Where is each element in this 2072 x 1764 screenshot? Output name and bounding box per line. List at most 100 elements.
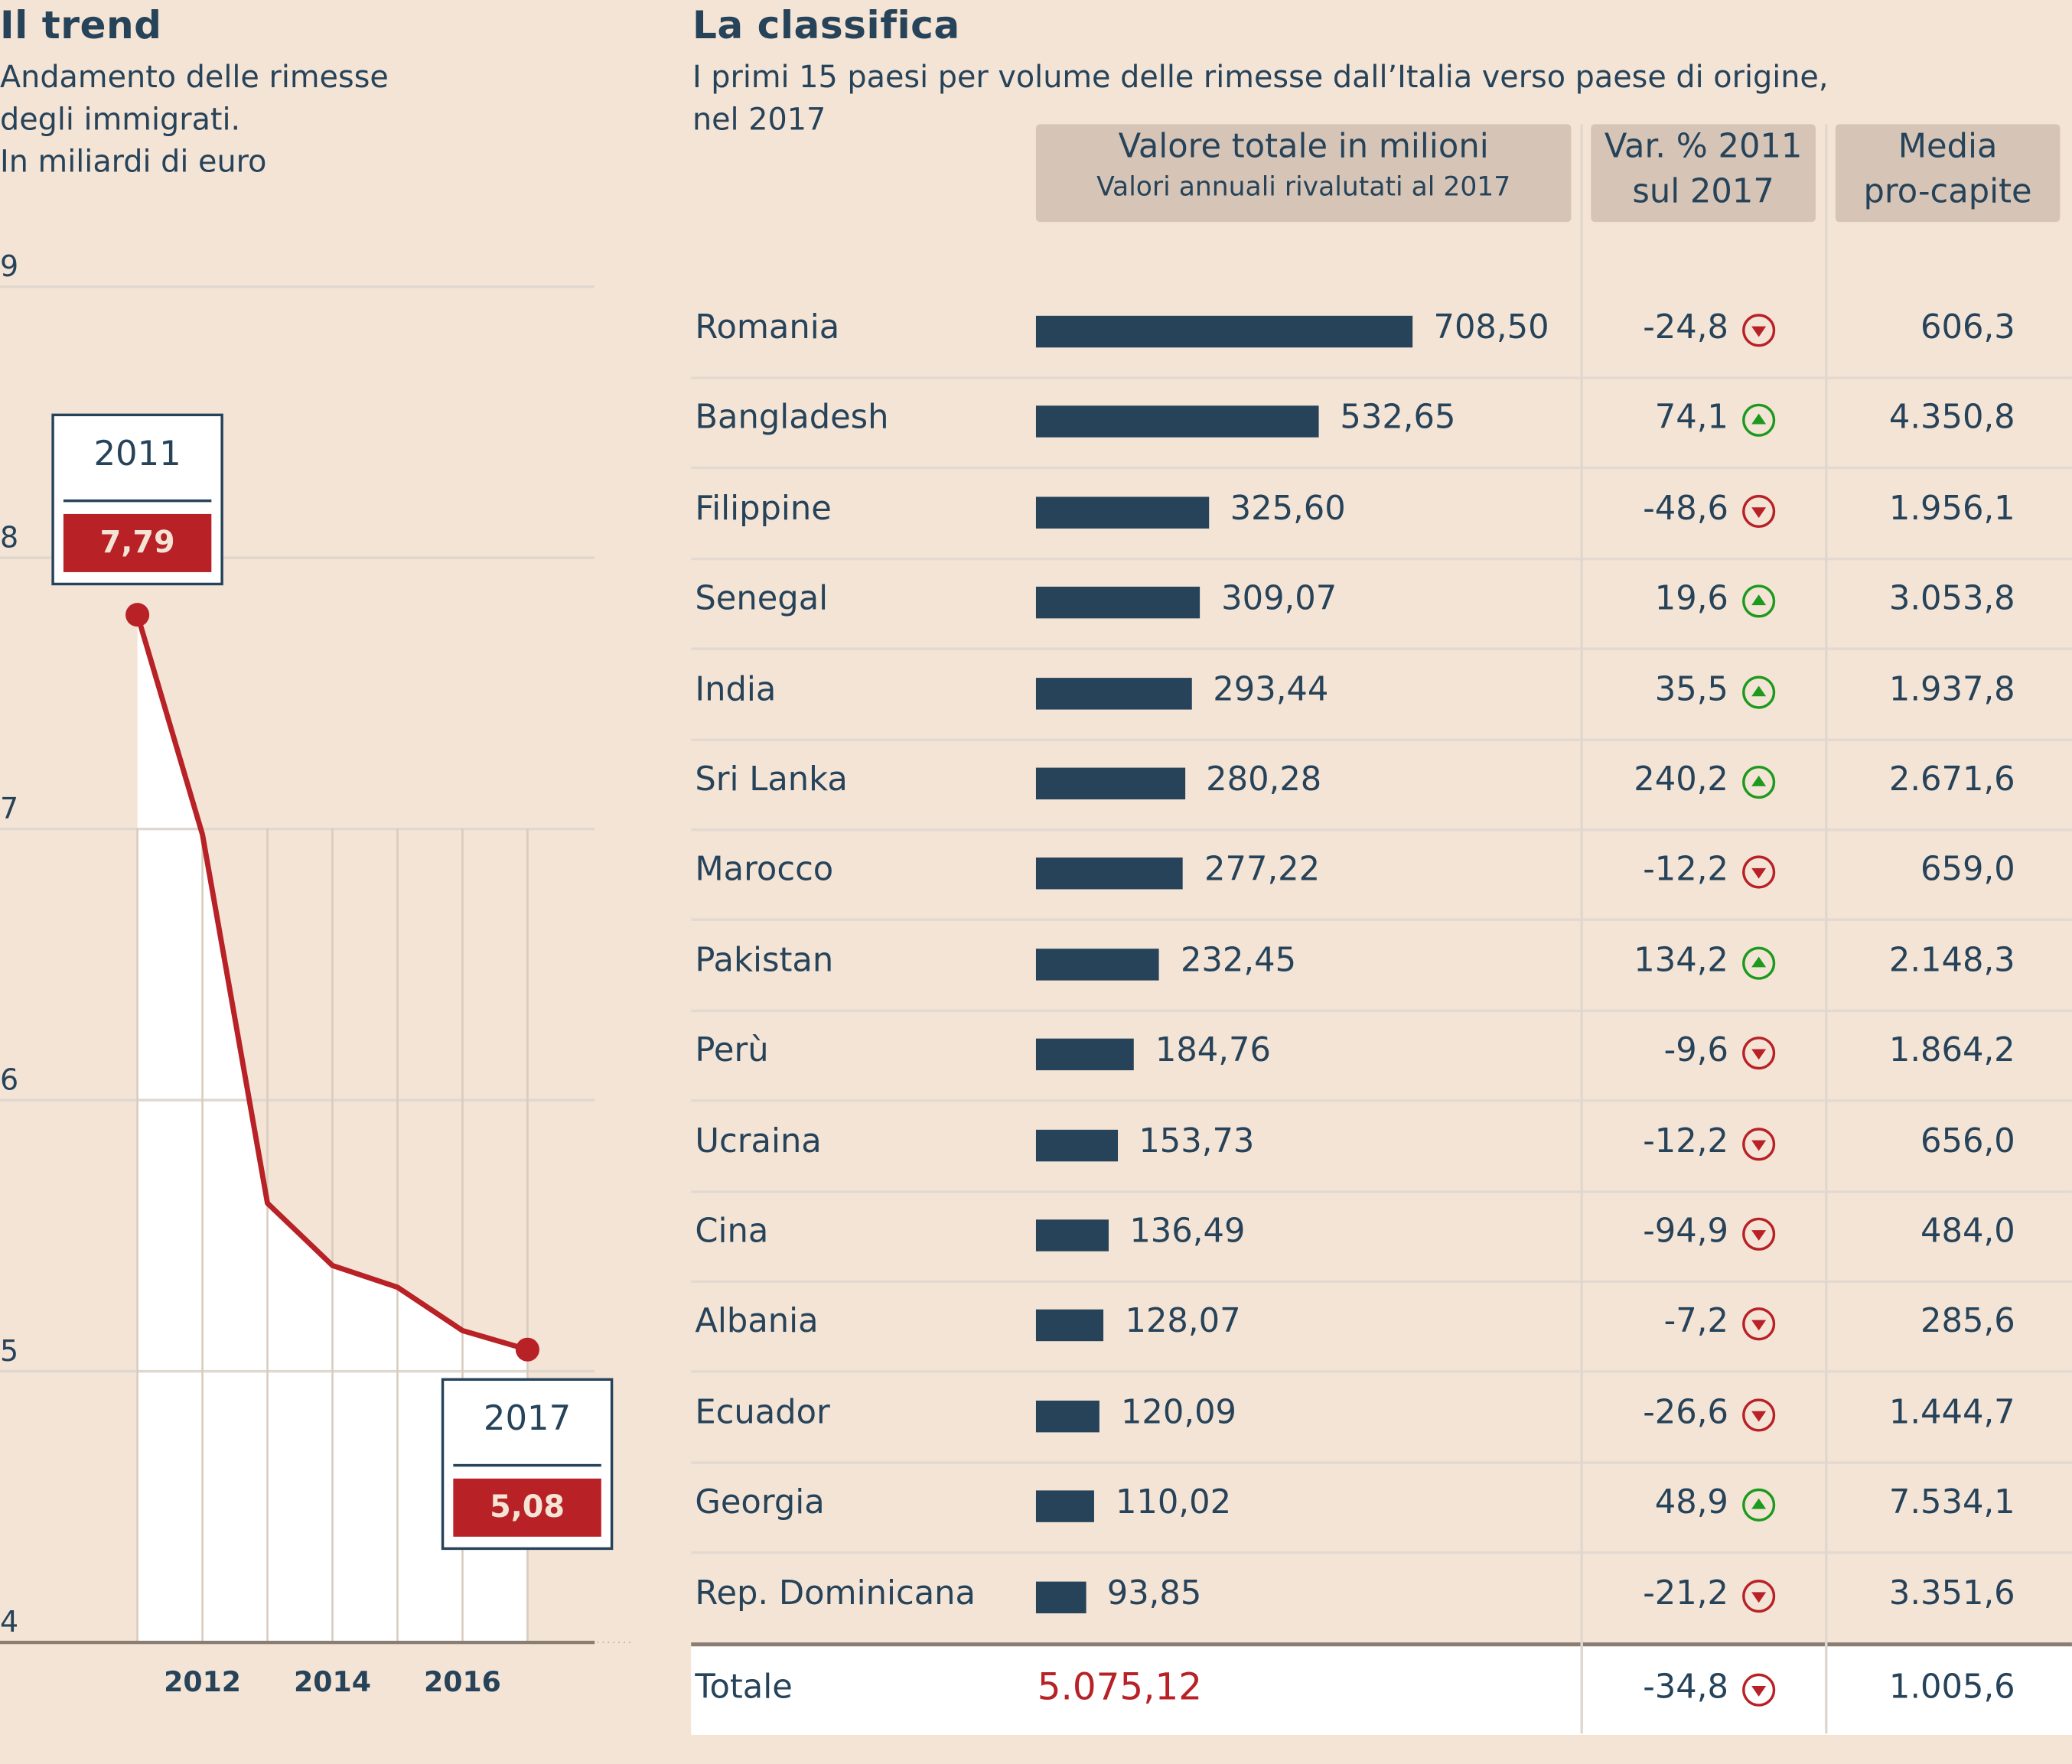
variation-value: 48,9 [1654, 1482, 1728, 1522]
trend-subtitle: Andamento delle rimesse degli immigrati.… [0, 57, 389, 184]
country-name: Rep. Dominicana [695, 1573, 976, 1612]
value-label: 120,09 [1120, 1392, 1237, 1431]
value-label: 110,02 [1115, 1482, 1232, 1522]
table-row: Ucraina 153,73 -12,2 656,0 [691, 1100, 2072, 1193]
subtitle-line: nel 2017 [692, 103, 826, 138]
country-name: Perù [695, 1030, 769, 1069]
media-pro-capite: 484,0 [1921, 1211, 2015, 1251]
trend-down-icon [1742, 1307, 1776, 1342]
total-value: 5.075,12 [1037, 1665, 1203, 1709]
media-pro-capite: 7.534,1 [1888, 1482, 2015, 1522]
trend-down-icon [1742, 1673, 1776, 1707]
header-line: Media [1898, 126, 1998, 165]
media-pro-capite: 1.937,8 [1888, 669, 2015, 708]
value-label: 232,45 [1180, 940, 1297, 979]
header-line: pro-capite [1863, 171, 2032, 210]
total-var: -34,8 [1643, 1667, 1728, 1706]
header-valore: Valore totale in milioni Valori annuali … [1035, 124, 1572, 223]
variation-value: -7,2 [1663, 1302, 1728, 1341]
variation-value: -24,8 [1643, 308, 1728, 347]
trend-down-icon [1742, 314, 1776, 347]
total-label: Totale [695, 1667, 793, 1706]
line-chart: 4 5 6 7 8 9 2012 2014 2016 [0, 249, 632, 1698]
table-row: Cina 136,49 -94,9 484,0 [691, 1190, 2072, 1284]
country-name: India [695, 669, 777, 708]
y-tick-label: 8 [0, 520, 18, 554]
table-row: Ecuador 120,09 -26,6 1.444,7 [691, 1372, 2072, 1464]
table-row: Senegal 309,07 19,6 3.053,8 [691, 558, 2072, 651]
callout-2011: 2011 7,79 [51, 413, 223, 586]
variation-value: 134,2 [1634, 940, 1728, 979]
y-tick-label: 4 [0, 1605, 18, 1639]
callout-divider [453, 1463, 601, 1467]
subtitle-line: Andamento delle rimesse [0, 60, 389, 96]
country-name: Cina [695, 1211, 769, 1251]
total-media: 1.005,6 [1888, 1667, 2015, 1706]
column-divider [1580, 124, 1583, 1734]
country-name: Bangladesh [695, 398, 889, 437]
column-divider [1824, 124, 1828, 1734]
table-row: Georgia 110,02 48,9 7.534,1 [691, 1462, 2072, 1554]
table-row: Pakistan 232,45 134,2 2.148,3 [691, 919, 2072, 1012]
media-pro-capite: 1.444,7 [1888, 1392, 2015, 1431]
trend-up-icon [1742, 1489, 1776, 1522]
variation-value: -48,6 [1643, 488, 1728, 527]
table-row: Marocco 277,22 -12,2 659,0 [691, 829, 2072, 922]
table-row: Albania 128,07 -7,2 285,6 [691, 1281, 2072, 1374]
y-tick-label: 5 [0, 1334, 18, 1368]
country-name: Senegal [695, 578, 829, 617]
value-bar [1035, 405, 1319, 438]
callout-value: 7,79 [63, 513, 212, 572]
trend-up-icon [1742, 765, 1776, 799]
x-tick-label: 2012 [164, 1665, 241, 1698]
header-title: Valore totale in milioni [1118, 126, 1489, 165]
value-label: 128,07 [1125, 1302, 1241, 1341]
trend-down-icon [1742, 1127, 1776, 1160]
table-row: Romania 708,50 -24,8 606,3 [691, 287, 2072, 379]
media-pro-capite: 2.671,6 [1888, 760, 2015, 799]
ranking-subtitle: I primi 15 paesi per volume delle rimess… [692, 57, 1829, 142]
table-row: Filippine 325,60 -48,6 1.956,1 [691, 467, 2072, 561]
trend-down-icon [1742, 1398, 1776, 1432]
media-pro-capite: 1.864,2 [1888, 1030, 2015, 1069]
header-media: Media pro-capite [1835, 124, 2061, 223]
area-fill [137, 614, 528, 1643]
media-pro-capite: 656,0 [1921, 1121, 2015, 1160]
variation-value: -9,6 [1663, 1030, 1728, 1069]
trend-up-icon [1742, 584, 1776, 618]
trend-up-icon [1742, 946, 1776, 980]
callout-divider [63, 499, 212, 503]
table-row: India 293,44 35,5 1.937,8 [691, 648, 2072, 741]
value-label: 277,22 [1204, 850, 1321, 889]
ranking-title: La classifica [692, 2, 960, 48]
y-tick-label: 6 [0, 1063, 18, 1096]
value-label: 184,76 [1155, 1030, 1271, 1069]
x-tick-label: 2014 [294, 1665, 371, 1698]
country-name: Filippine [695, 488, 832, 527]
country-name: Georgia [695, 1482, 825, 1522]
y-tick-label: 9 [0, 249, 18, 283]
series-line [135, 613, 529, 1352]
variation-value: -21,2 [1643, 1573, 1728, 1612]
country-name: Ucraina [695, 1121, 822, 1160]
subtitle-line: I primi 15 paesi per volume delle rimess… [692, 60, 1829, 96]
trend-down-icon [1742, 856, 1776, 890]
value-bar [1035, 1129, 1118, 1161]
value-bar [1035, 858, 1184, 890]
trend-up-icon [1742, 404, 1776, 438]
subtitle-line: degli immigrati. [0, 103, 241, 138]
variation-value: -12,2 [1643, 1121, 1728, 1160]
value-bar [1035, 1219, 1109, 1251]
value-bar [1035, 1400, 1100, 1433]
country-name: Albania [695, 1302, 819, 1341]
value-label: 153,73 [1139, 1121, 1255, 1160]
callout-2017: 2017 5,08 [441, 1378, 614, 1551]
variation-value: -12,2 [1643, 850, 1728, 889]
callout-year: 2017 [483, 1399, 572, 1440]
trend-up-icon [1742, 675, 1776, 708]
value-bar [1035, 1580, 1086, 1613]
variation-value: -26,6 [1643, 1392, 1728, 1431]
trend-down-icon [1742, 494, 1776, 528]
header-line: Var. % 2011 [1604, 126, 1803, 165]
